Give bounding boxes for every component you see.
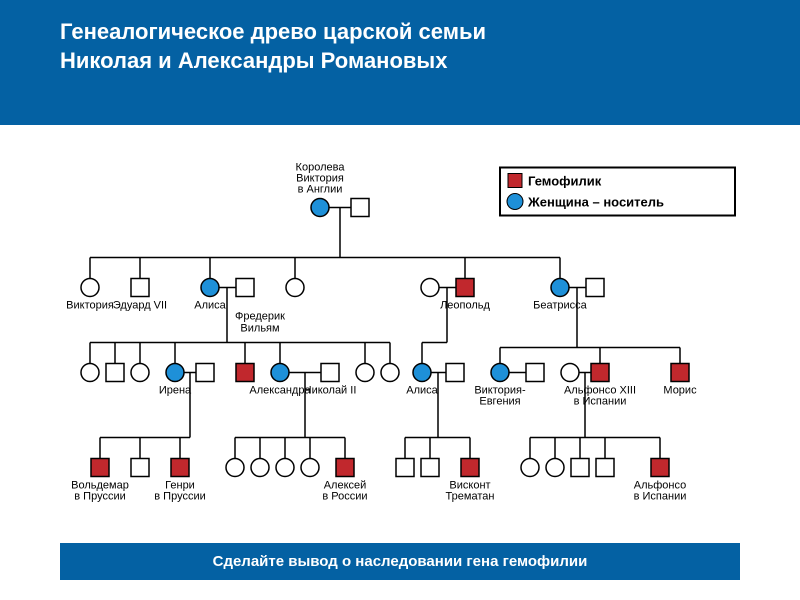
male-viscount: [461, 459, 479, 477]
male-g4_a: [131, 459, 149, 477]
male-wolde: [91, 459, 109, 477]
female-g4_b4: [301, 459, 319, 477]
title: Генеалогическое древо царской семьи Нико…: [60, 18, 740, 75]
svg-text:Леопольд: Леопольд: [440, 300, 490, 312]
female-g4_b1: [226, 459, 244, 477]
svg-text:Николай II: Николай II: [304, 385, 357, 397]
svg-text:Алиса: Алиса: [406, 385, 438, 397]
svg-text:Евгения: Евгения: [479, 396, 520, 408]
svg-text:в Англии: в Англии: [298, 184, 343, 196]
pedigree-chart: ГемофиликЖенщина – носительКоролеваВикто…: [60, 155, 740, 540]
pedigree-svg: ГемофиликЖенщина – носительКоролеваВикто…: [60, 155, 740, 540]
svg-text:Морис: Морис: [663, 385, 697, 397]
svg-text:Гемофилик: Гемофилик: [528, 174, 602, 189]
svg-text:Женщина – носитель: Женщина – носитель: [527, 195, 664, 210]
female-g4_b3: [276, 459, 294, 477]
male-alisa_h: [446, 364, 464, 382]
male-vic_eu_h: [526, 364, 544, 382]
male-alf_sp: [651, 459, 669, 477]
female-irena: [166, 364, 184, 382]
svg-text:Алиса: Алиса: [194, 300, 226, 312]
female-g4_d1: [521, 459, 539, 477]
male-irena_h: [196, 364, 214, 382]
male-alice_h: [236, 279, 254, 297]
svg-text:Ирена: Ирена: [159, 385, 192, 397]
svg-text:в России: в России: [322, 491, 367, 503]
female-qv: [311, 199, 329, 217]
svg-text:в Испании: в Испании: [634, 491, 687, 503]
svg-text:в Испании: в Испании: [574, 396, 627, 408]
female-g4_d2: [546, 459, 564, 477]
male-alf13: [591, 364, 609, 382]
female-g3_c1: [356, 364, 374, 382]
male-nic2: [321, 364, 339, 382]
title-line-2: Николая и Александры Романовых: [60, 48, 447, 73]
female-alex: [271, 364, 289, 382]
female-vic_eu: [491, 364, 509, 382]
svg-text:Виктория: Виктория: [66, 300, 114, 312]
footer-banner: Сделайте вывод о наследовании гена гемоф…: [60, 543, 740, 580]
male-g3_b1: [236, 364, 254, 382]
male-alexei: [336, 459, 354, 477]
title-banner: Генеалогическое древо царской семьи Нико…: [0, 0, 800, 125]
female-unk1: [286, 279, 304, 297]
svg-text:в Пруссии: в Пруссии: [154, 491, 205, 503]
female-g4_b2: [251, 459, 269, 477]
female-alice: [201, 279, 219, 297]
footer-text: Сделайте вывод о наследовании гена гемоф…: [213, 553, 588, 570]
female-g3_a3: [131, 364, 149, 382]
female-victoria2: [81, 279, 99, 297]
slide: Генеалогическое древо царской семьи Нико…: [0, 0, 800, 600]
female-g3_a1: [81, 364, 99, 382]
female-g3_c2: [381, 364, 399, 382]
male-g4_d3: [571, 459, 589, 477]
male-moris: [671, 364, 689, 382]
svg-text:Фредерик: Фредерик: [235, 311, 285, 323]
male-g3_a2: [106, 364, 124, 382]
male-henri: [171, 459, 189, 477]
svg-text:Беатрисса: Беатрисса: [533, 300, 588, 312]
female-leopold_w: [421, 279, 439, 297]
title-line-1: Генеалогическое древо царской семьи: [60, 19, 486, 44]
svg-text:Александра: Александра: [249, 385, 311, 397]
svg-text:в Пруссии: в Пруссии: [74, 491, 125, 503]
male-albert: [351, 199, 369, 217]
male-g4_c1: [396, 459, 414, 477]
svg-text:Эдуард VII: Эдуард VII: [113, 300, 167, 312]
svg-text:Трематан: Трематан: [446, 491, 495, 503]
female-beatrice: [551, 279, 569, 297]
male-beatrice_h: [586, 279, 604, 297]
male-g4_d4: [596, 459, 614, 477]
svg-text:Вильям: Вильям: [240, 323, 279, 335]
female-alisa: [413, 364, 431, 382]
male-leopold: [456, 279, 474, 297]
female-alf13_w: [561, 364, 579, 382]
male-edward7: [131, 279, 149, 297]
male-g4_c2: [421, 459, 439, 477]
